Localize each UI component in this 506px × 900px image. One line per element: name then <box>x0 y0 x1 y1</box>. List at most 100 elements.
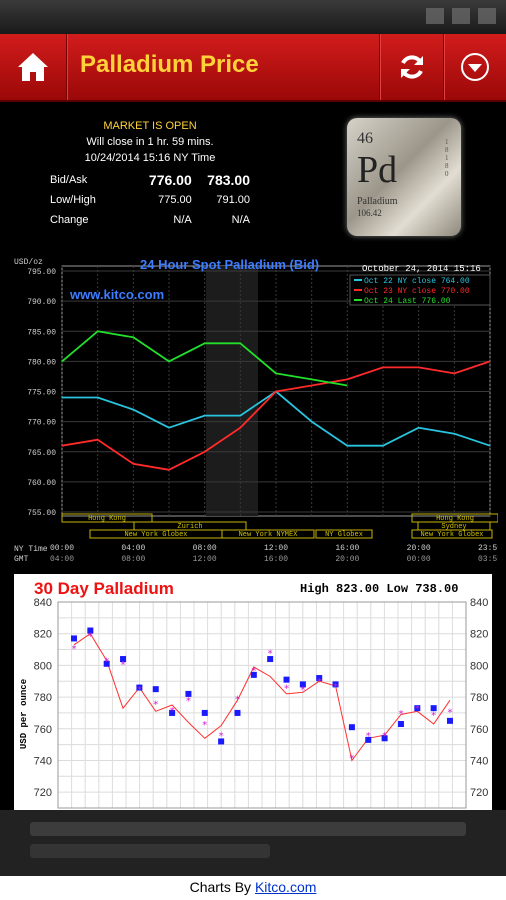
x-tick-label: 08:00 <box>193 544 217 553</box>
chart-30-day: 720 720 740 740 760 760 780 780 800 800 820 820 840 8… <box>14 574 492 810</box>
market-session-label: New York Globex <box>420 531 483 539</box>
gmt-tick-label: 03:59 <box>478 555 498 564</box>
signal-icon <box>452 8 470 24</box>
atomic-mass: 106.42 <box>357 208 382 218</box>
status-bar <box>0 0 506 34</box>
market-status: MARKET IS OPEN <box>103 120 197 132</box>
kitco-link[interactable]: Kitco.com <box>254 879 317 895</box>
atomic-number: 46 <box>357 130 373 147</box>
bid-ask-row: Bid/Ask 776.00 783.00 <box>50 170 250 190</box>
price-marker <box>332 681 339 688</box>
change-percent: N/A <box>231 214 250 226</box>
legend-item: Oct 22 NY close 764.00 <box>364 277 470 286</box>
price-star-marker: * <box>137 685 142 696</box>
divider <box>66 34 68 100</box>
gmt-tick-label: 04:00 <box>50 555 74 564</box>
series-line <box>61 360 491 471</box>
ad-banner[interactable] <box>0 810 506 876</box>
page-title: Palladium Price <box>80 51 259 78</box>
market-session-box <box>315 529 373 539</box>
price-marker <box>299 681 306 688</box>
price-marker <box>169 709 176 716</box>
price-star-marker: * <box>431 711 436 722</box>
y-tick-label-right: 840 <box>470 597 488 609</box>
status-icons <box>426 8 496 24</box>
market-session-label: Hong Kong <box>88 515 126 523</box>
y-tick-label: 770.00 <box>27 419 56 428</box>
low-high-row: Low/High 775.00 791.00 <box>50 190 250 210</box>
gmt-tick-label: 20:00 <box>335 555 359 564</box>
price-marker <box>447 717 453 724</box>
y-tick-label: 760.00 <box>27 479 56 488</box>
price-marker <box>430 705 437 712</box>
row-label: Bid/Ask <box>50 174 88 186</box>
price-marker <box>250 671 257 678</box>
price-marker <box>120 656 127 663</box>
y-tick-label: 790.00 <box>27 298 56 307</box>
footer-prefix: Charts By <box>189 879 255 895</box>
chart-date-stamp: October 24, 2014 15:16 <box>362 264 481 274</box>
row-label: Change <box>50 214 89 226</box>
y-tick-label: 840 <box>34 597 52 609</box>
refresh-button[interactable] <box>381 34 443 100</box>
chevron-down-icon <box>461 53 489 81</box>
price-star-marker: * <box>333 682 338 693</box>
ask-value: 783.00 <box>207 172 250 188</box>
price-star-marker: * <box>382 731 387 742</box>
y-tick-label-right: 780 <box>470 692 488 704</box>
watermark: www.kitco.com <box>69 287 164 302</box>
price-marker <box>234 709 241 716</box>
quote-time: 10/24/2014 15:16 NY Time <box>84 152 216 164</box>
divider <box>443 34 445 100</box>
legend-item: Oct 23 NY close 770.00 <box>364 287 470 296</box>
bid-value: 776.00 <box>148 172 192 188</box>
gmt-tick-label: 08:00 <box>121 555 145 564</box>
y-tick-label-right: 720 <box>470 787 488 799</box>
change-row: Change N/A N/A <box>50 210 250 230</box>
price-marker <box>71 635 77 642</box>
ny-time-label: NY Time <box>14 545 48 554</box>
y-tick-label: 775.00 <box>27 389 56 398</box>
y-tick-label-right: 820 <box>470 629 488 641</box>
market-session-box <box>221 529 315 539</box>
price-marker <box>365 736 372 743</box>
price-star-marker: * <box>235 695 240 706</box>
element-symbol: Pd <box>357 149 398 191</box>
divider <box>379 34 381 100</box>
refresh-icon <box>401 55 423 79</box>
y-axis-label: USD per ounce <box>19 679 29 749</box>
series-line <box>61 330 348 387</box>
price-star-marker: * <box>104 657 109 668</box>
price-marker <box>316 675 323 682</box>
price-marker <box>218 738 225 745</box>
price-marker <box>397 721 404 728</box>
legend-item: Oct 24 Last 776.00 <box>364 297 451 306</box>
battery-icon <box>478 8 496 24</box>
y-tick-label-right: 800 <box>470 660 488 672</box>
x-tick-label: 16:00 <box>335 544 359 553</box>
unit-label: USD/oz <box>14 258 43 267</box>
y-tick-label-right: 740 <box>470 755 488 767</box>
x-tick-label: 00:00 <box>50 544 74 553</box>
change-value: N/A <box>173 214 192 226</box>
price-star-marker: * <box>186 696 191 707</box>
market-session-box <box>411 529 493 539</box>
price-marker <box>87 627 94 634</box>
price-marker <box>152 686 159 693</box>
menu-dropdown-button[interactable] <box>444 34 506 100</box>
x-tick-label: 04:00 <box>121 544 145 553</box>
price-star-marker: * <box>251 666 256 677</box>
gmt-tick-label: 12:00 <box>193 555 217 564</box>
y-tick-label: 800 <box>34 660 52 672</box>
y-tick-label: 760 <box>34 724 52 736</box>
price-marker <box>201 709 208 716</box>
price-star-marker: * <box>88 631 93 642</box>
moving-average-line <box>73 632 451 762</box>
price-marker <box>103 660 110 667</box>
y-tick-label: 765.00 <box>27 449 56 458</box>
home-button[interactable] <box>0 34 66 100</box>
price-marker <box>381 735 388 742</box>
y-tick-label: 755.00 <box>27 509 56 518</box>
app-bar: Palladium Price <box>0 34 506 102</box>
market-session-box <box>61 513 153 523</box>
